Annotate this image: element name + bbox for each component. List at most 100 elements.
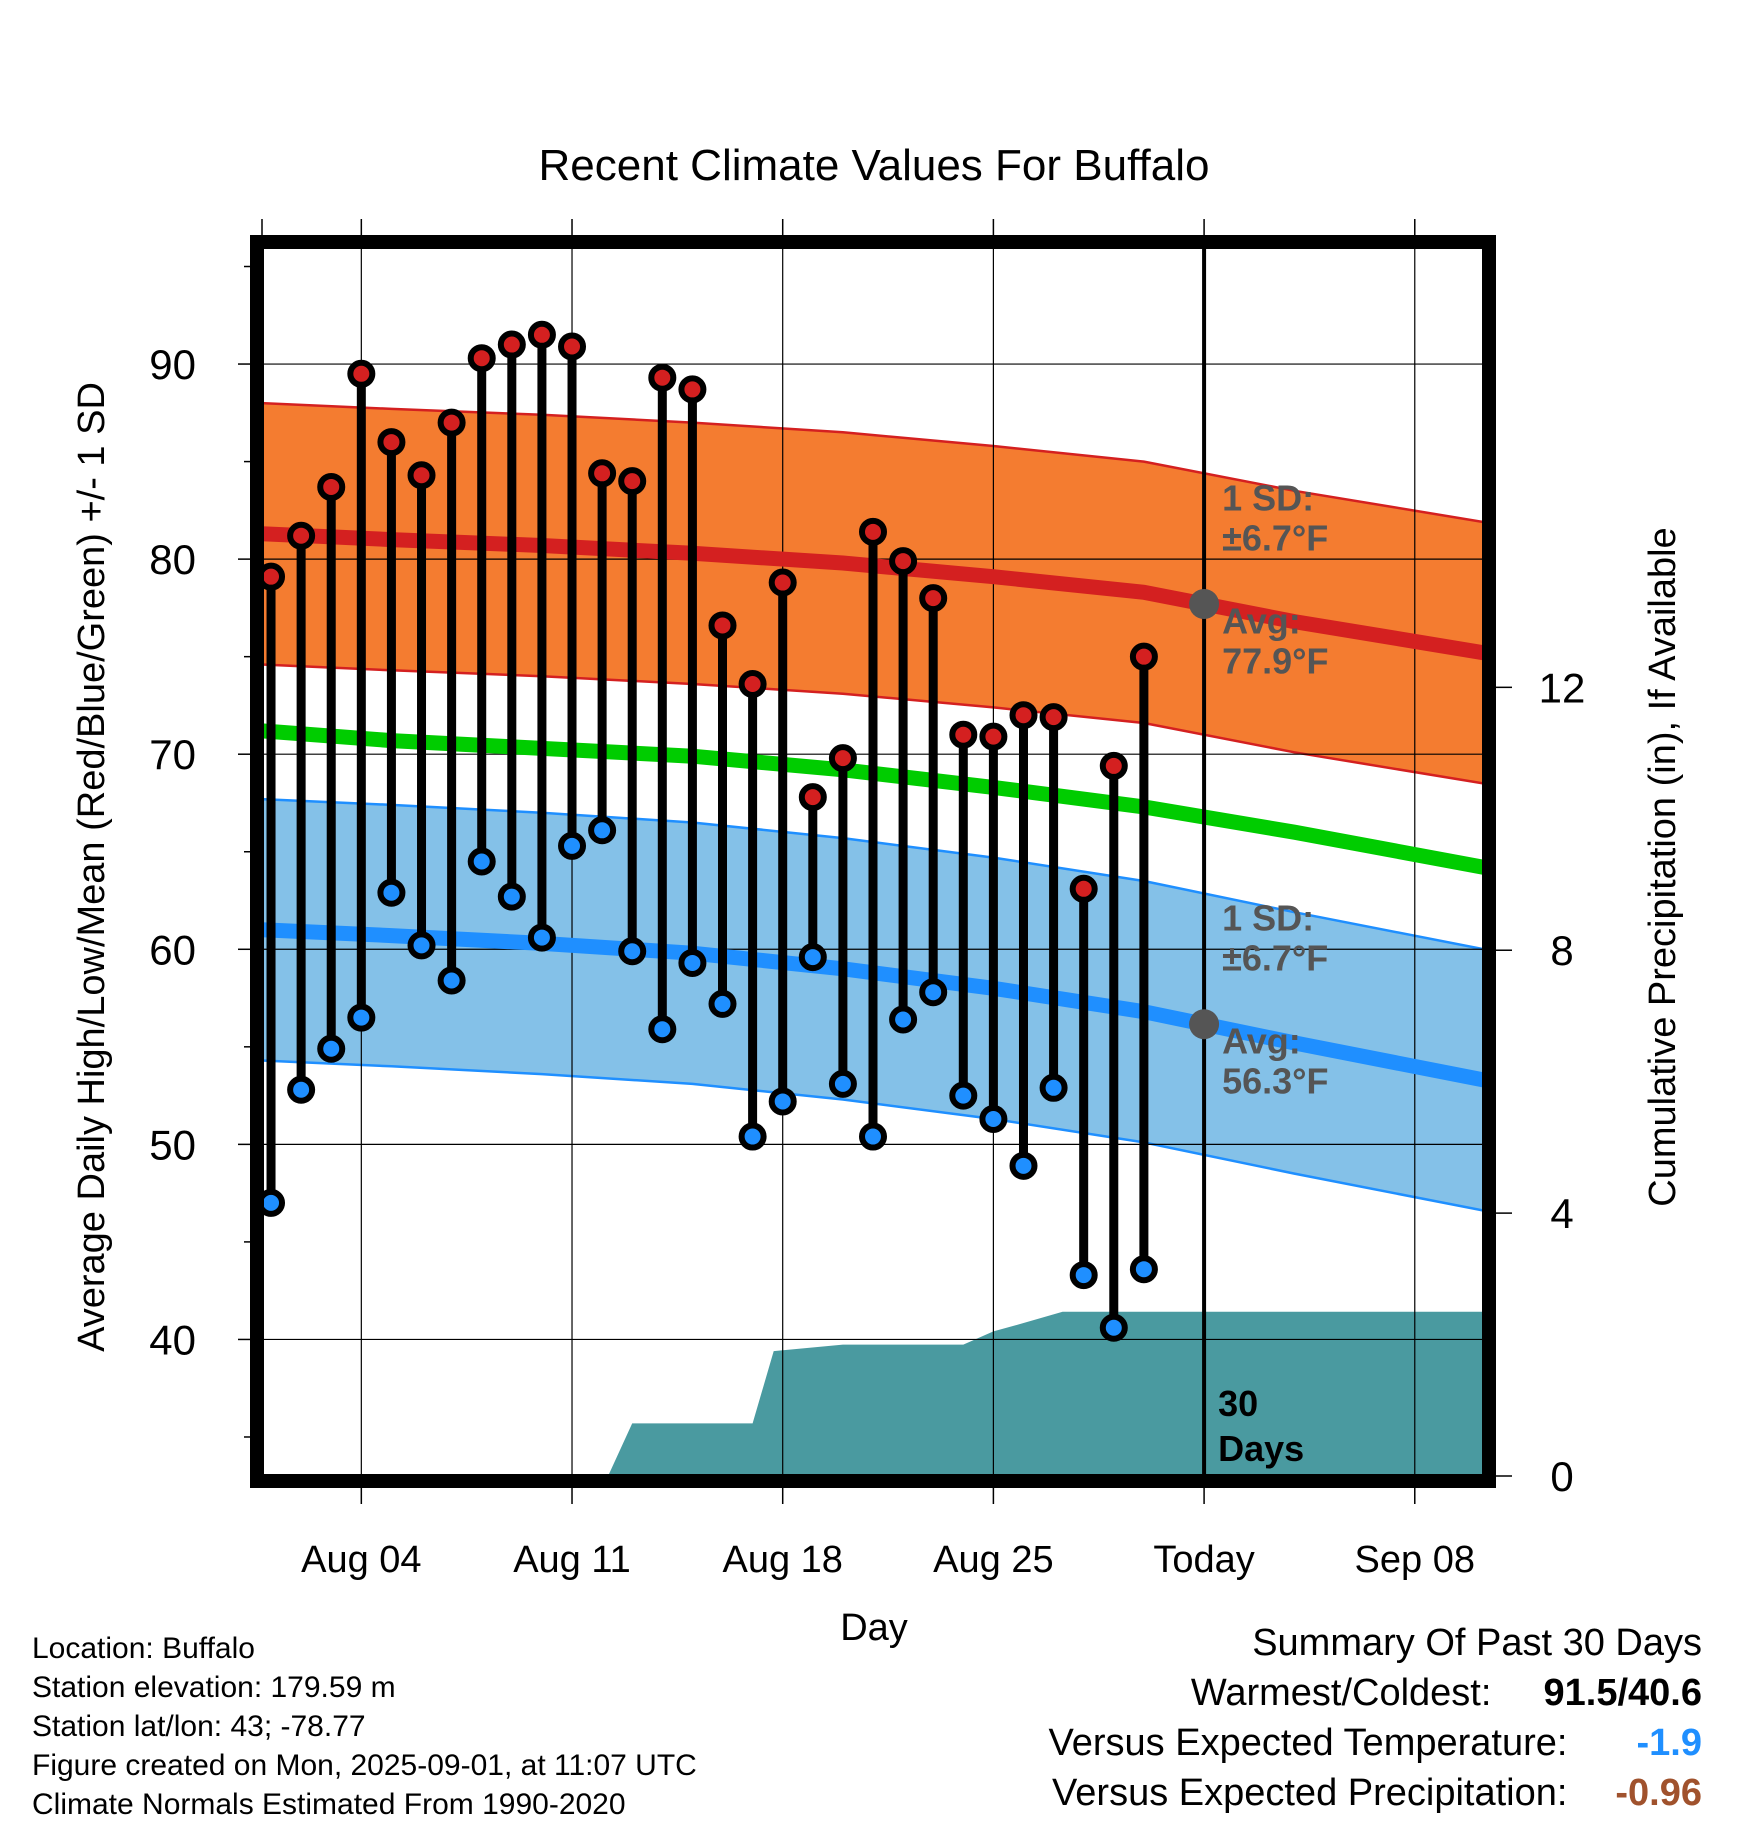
y2-tick-label-4: 4 bbox=[1550, 1190, 1573, 1237]
daily-low-point bbox=[618, 937, 647, 966]
daily-high-point bbox=[377, 428, 406, 457]
y2-tick-label-0: 0 bbox=[1550, 1453, 1573, 1500]
precipitation-area bbox=[608, 1311, 1484, 1476]
high-sd-upper-edge bbox=[262, 401, 1484, 524]
summary-warm-cold-value: 91.5/40.6 bbox=[1543, 1672, 1702, 1714]
daily-high-point bbox=[738, 669, 767, 698]
summary-precipitation: Versus Expected Precipitation: -0.96 bbox=[1052, 1772, 1702, 1815]
daily-high-point bbox=[1039, 703, 1068, 732]
high-sd-annotation-0: 1 SD: bbox=[1222, 477, 1314, 518]
summary-temperature: Versus Expected Temperature: -1.9 bbox=[1049, 1722, 1702, 1765]
daily-high-point bbox=[648, 363, 677, 392]
daily-low-point bbox=[648, 1015, 677, 1044]
daily-low-point bbox=[678, 948, 707, 977]
precip-days-annotation-0: 30 bbox=[1218, 1383, 1258, 1424]
low-avg-annotation-1: 56.3°F bbox=[1222, 1060, 1328, 1101]
daily-high-point bbox=[558, 332, 587, 361]
daily-low-point bbox=[979, 1105, 1008, 1134]
daily-low-point bbox=[768, 1087, 797, 1116]
low-avg-annotation-0: Avg: bbox=[1222, 1020, 1301, 1061]
daily-low-point bbox=[919, 978, 948, 1007]
info-latlon: Station lat/lon: 43; -78.77 bbox=[32, 1710, 366, 1743]
daily-low-point bbox=[347, 1003, 376, 1032]
y-tick-label-40: 40 bbox=[149, 1316, 196, 1363]
daily-high-point bbox=[347, 359, 376, 388]
daily-high-point bbox=[859, 517, 887, 546]
y-tick-label-60: 60 bbox=[149, 926, 196, 973]
summary-temp-value: -1.9 bbox=[1636, 1722, 1702, 1764]
daily-low-point bbox=[287, 1075, 316, 1104]
summary-temp-label: Versus Expected Temperature: bbox=[1048, 1722, 1568, 1764]
x-axis-label: Day bbox=[840, 1607, 908, 1649]
today-normal-low-marker bbox=[1189, 1009, 1220, 1040]
plot-frame bbox=[250, 235, 1496, 1488]
daily-low-point bbox=[527, 923, 556, 952]
y-tick-label-50: 50 bbox=[149, 1121, 196, 1168]
info-normals: Climate Normals Estimated From 1990-2020 bbox=[32, 1788, 626, 1821]
low-sd-annotation-1: ±6.7°F bbox=[1222, 938, 1328, 979]
info-elevation: Station elevation: 179.59 m bbox=[32, 1671, 396, 1704]
low-sd-annotation-0: 1 SD: bbox=[1222, 898, 1314, 939]
daily-low-point bbox=[497, 882, 526, 911]
normal-high-line bbox=[262, 526, 1484, 661]
daily-high-point bbox=[1009, 701, 1038, 730]
high-sd-annotation-1: ±6.7°F bbox=[1222, 517, 1328, 558]
summary-warm-cold-label: Warmest/Coldest: bbox=[1190, 1672, 1492, 1714]
daily-high-point bbox=[287, 521, 316, 550]
daily-high-point bbox=[588, 459, 617, 488]
daily-high-point bbox=[527, 320, 556, 349]
daily-low-point bbox=[377, 878, 406, 907]
daily-low-point bbox=[828, 1069, 857, 1098]
summary-title: Summary Of Past 30 Days bbox=[1252, 1622, 1702, 1664]
daily-low-point bbox=[949, 1081, 978, 1110]
daily-low-point bbox=[1129, 1255, 1158, 1284]
x-tick-label-aug-04: Aug 04 bbox=[301, 1539, 421, 1581]
daily-low-point bbox=[859, 1122, 887, 1151]
daily-high-point bbox=[317, 472, 346, 501]
daily-high-point bbox=[949, 720, 978, 749]
daily-high-point bbox=[437, 408, 466, 437]
info-location: Location: Buffalo bbox=[32, 1632, 255, 1665]
daily-low-point bbox=[588, 816, 617, 845]
summary-warm-cold: Warmest/Coldest: 91.5/40.6 bbox=[1191, 1672, 1702, 1715]
daily-low-point bbox=[1069, 1261, 1098, 1290]
daily-low-point bbox=[708, 989, 737, 1018]
chart-title: Recent Climate Values For Buffalo bbox=[539, 141, 1210, 190]
today-normal-high-marker bbox=[1189, 588, 1220, 619]
y-tick-label-80: 80 bbox=[149, 536, 196, 583]
summary-precip-value: -0.96 bbox=[1615, 1772, 1702, 1814]
summary-precip-label: Versus Expected Precipitation: bbox=[1052, 1772, 1568, 1814]
high-avg-annotation-1: 77.9°F bbox=[1222, 640, 1328, 681]
daily-high-point bbox=[768, 568, 797, 597]
daily-high-point bbox=[467, 344, 496, 373]
x-tick-label-sep-08: Sep 08 bbox=[1355, 1539, 1475, 1581]
daily-low-point bbox=[437, 966, 466, 995]
x-tick-label-aug-11: Aug 11 bbox=[513, 1539, 631, 1581]
daily-high-point bbox=[708, 611, 737, 640]
precip-days-annotation-1: Days bbox=[1218, 1428, 1304, 1469]
daily-low-point bbox=[407, 931, 436, 960]
high-avg-annotation-0: Avg: bbox=[1222, 600, 1301, 641]
y-axis-label: Average Daily High/Low/Mean (Red/Blue/Gr… bbox=[71, 382, 113, 1352]
daily-low-point bbox=[262, 1188, 286, 1217]
daily-low-point bbox=[467, 847, 496, 876]
daily-low-point bbox=[738, 1122, 767, 1151]
daily-high-point bbox=[618, 467, 647, 496]
info-created: Figure created on Mon, 2025-09-01, at 11… bbox=[32, 1749, 697, 1782]
x-tick-label-aug-25: Aug 25 bbox=[933, 1539, 1053, 1581]
daily-low-point bbox=[798, 943, 827, 972]
daily-high-point bbox=[1129, 642, 1158, 671]
daily-low-point bbox=[1009, 1151, 1038, 1180]
daily-low-point bbox=[1039, 1073, 1068, 1102]
daily-high-point bbox=[889, 547, 918, 576]
daily-high-point bbox=[798, 783, 827, 812]
y2-tick-label-8: 8 bbox=[1550, 927, 1573, 974]
daily-low-point bbox=[317, 1034, 346, 1063]
daily-low-point bbox=[558, 831, 587, 860]
y-tick-label-70: 70 bbox=[149, 731, 196, 778]
y2-tick-label-12: 12 bbox=[1539, 664, 1586, 711]
daily-high-point bbox=[979, 722, 1008, 751]
low-sd-lower-edge bbox=[262, 1059, 1484, 1212]
